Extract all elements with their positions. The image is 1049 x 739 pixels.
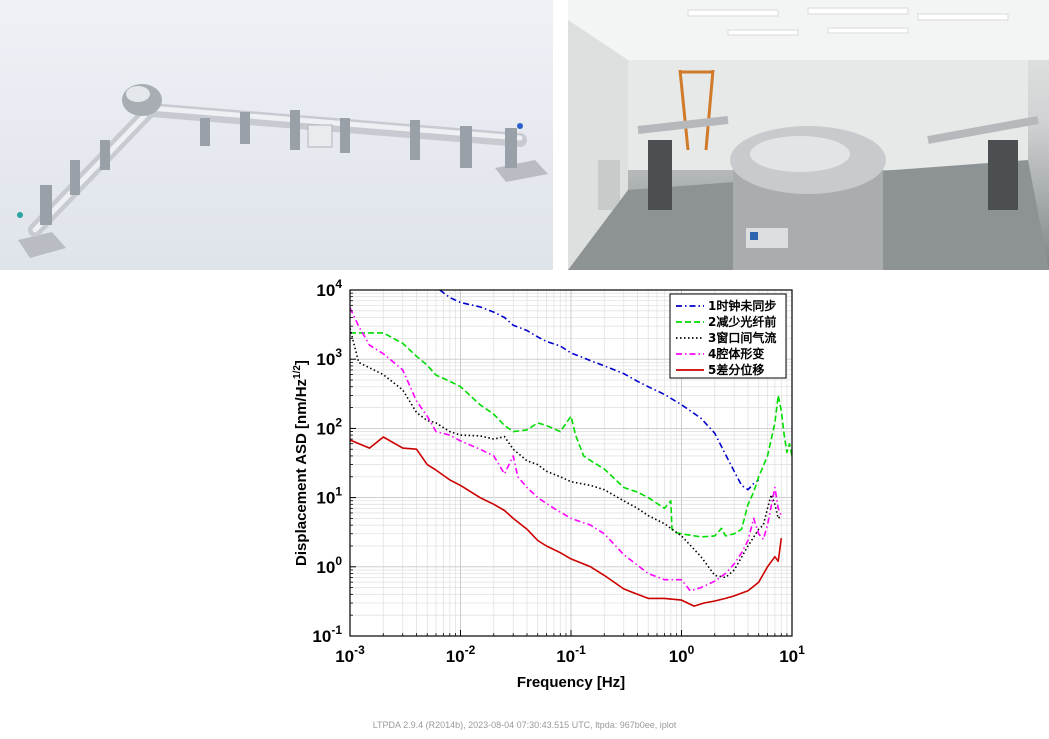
series-line-3	[350, 328, 782, 579]
lab-photo-drawing	[568, 0, 1049, 270]
footer-text: LTPDA 2.9.4 (R2014b), 2023-08-04 07:30:4…	[372, 720, 677, 730]
y-tick-label: 103	[316, 346, 342, 369]
x-tick-label: 100	[669, 643, 695, 666]
cad-model-drawing	[17, 84, 548, 258]
legend-box	[669, 293, 787, 379]
y-tick-label: 100	[316, 554, 342, 577]
legend-label-3: 3窗口间气流	[708, 330, 776, 345]
y-tick-label: 10-1	[312, 623, 342, 646]
x-tick-label: 10-2	[446, 643, 476, 666]
series-layer	[350, 290, 792, 607]
lab-photo-image	[568, 0, 1049, 270]
y-tick-labels: 10-1 100 101 102 103 104	[312, 277, 342, 646]
legend-label-2: 2减少光纤前	[708, 314, 776, 329]
y-tick-label: 102	[316, 415, 342, 438]
x-tick-labels: 10-3 10-2 10-1 100 101	[335, 643, 805, 666]
series-line-1	[439, 290, 760, 491]
asd-chart: 10-3 10-2 10-1 100 101 10-1 100 101 102 103 104 F…	[292, 277, 805, 691]
y-axis-title: Displacement ASD [nm/Hz1/2]	[292, 360, 310, 566]
legend-label-1: 1时钟未同步	[708, 298, 776, 313]
x-tick-label: 10-1	[556, 643, 586, 666]
series-line-2	[350, 332, 792, 538]
y-tick-label: 101	[316, 485, 342, 508]
x-tick-label: 10-3	[335, 643, 365, 666]
series-line-4	[350, 307, 783, 592]
series-line-5	[350, 436, 783, 607]
legend-label-5: 5差分位移	[708, 362, 764, 377]
cad-model-image	[0, 0, 553, 270]
tick-marks	[349, 289, 793, 637]
x-axis-title: Frequency [Hz]	[517, 674, 625, 691]
x-tick-label: 101	[779, 643, 805, 666]
y-tick-label: 104	[316, 277, 342, 300]
legend-label-4: 4腔体形变	[708, 346, 764, 361]
